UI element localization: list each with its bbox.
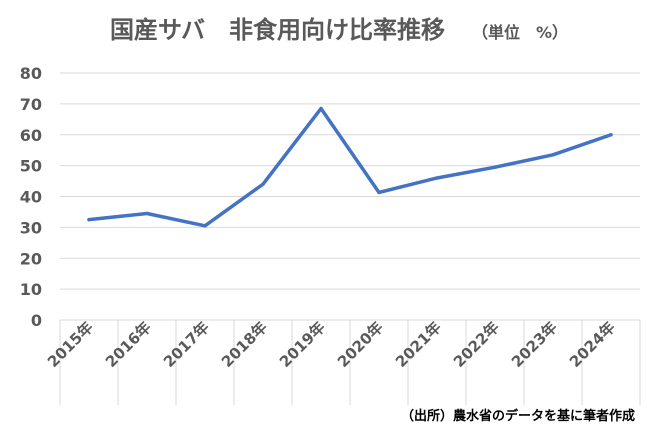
data-point: [609, 133, 613, 137]
data-point: [261, 182, 265, 186]
x-tick-label: 2021年: [392, 318, 445, 371]
y-tick-label: 20: [20, 249, 42, 268]
data-point: [551, 153, 555, 157]
series-line: [87, 106, 613, 228]
y-axis-ticks: 0 10 20 30 40 50 60 70 80: [20, 64, 42, 330]
x-tick-label: 2019年: [276, 318, 329, 371]
data-point: [435, 176, 439, 180]
gridlines: [60, 72, 640, 290]
y-tick-label: 70: [20, 95, 42, 114]
data-point: [145, 211, 149, 216]
x-tick-label: 2016年: [102, 318, 155, 371]
x-axis-ticks: 2015年 2016年 2017年 2018年 2019年 2020年 2021年 2022年…: [44, 318, 619, 371]
data-point: [203, 224, 207, 228]
x-tick-label: 2017年: [160, 318, 213, 371]
x-tick-label: 2015年: [44, 318, 97, 371]
axes: [59, 319, 641, 405]
data-point: [87, 218, 91, 222]
x-tick-label: 2023年: [508, 318, 561, 371]
y-tick-label: 10: [20, 280, 42, 299]
y-tick-label: 60: [20, 126, 42, 145]
x-tick-label: 2020年: [334, 318, 387, 371]
y-tick-label: 30: [20, 218, 42, 237]
y-tick-label: 0: [31, 311, 42, 330]
chart-title: 国産サバ 非食用向け比率推移: [110, 16, 445, 44]
data-point: [319, 106, 323, 111]
data-point: [377, 190, 381, 195]
data-point: [493, 165, 497, 169]
x-tick-label: 2024年: [566, 318, 619, 371]
x-tick-label: 2022年: [450, 318, 503, 371]
y-tick-label: 50: [20, 157, 42, 176]
x-tick-label: 2018年: [218, 318, 271, 371]
source-note: （出所）農水省のデータを基に筆者作成: [401, 408, 635, 424]
y-tick-label: 40: [20, 188, 42, 207]
y-tick-label: 80: [20, 64, 42, 83]
series-layer: [87, 106, 613, 228]
chart-subtitle: （単位 %）: [472, 23, 568, 42]
